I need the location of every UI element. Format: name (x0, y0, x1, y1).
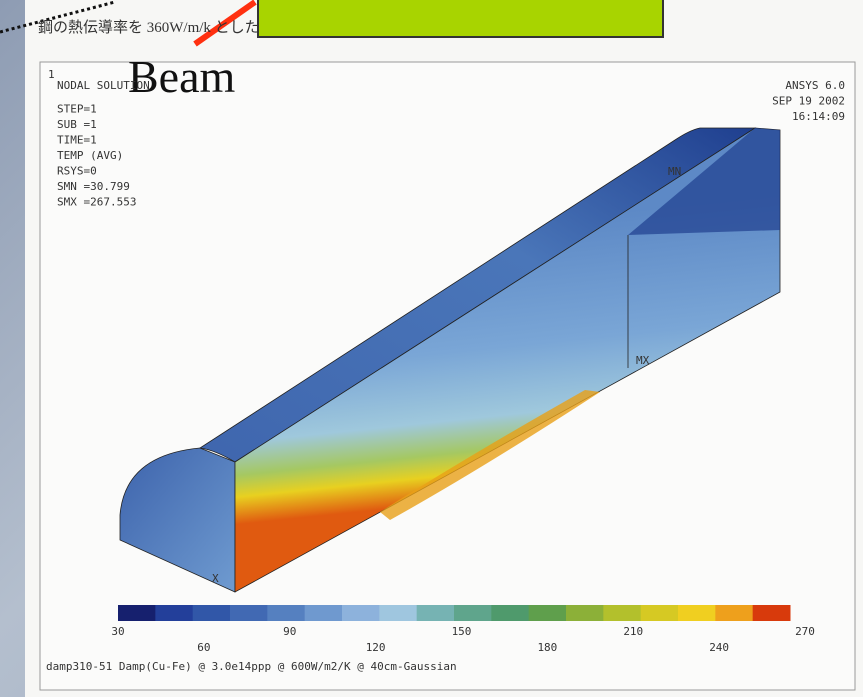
green-box (258, 0, 663, 37)
max-marker: MX (636, 354, 650, 367)
colorbar-swatch (715, 605, 753, 621)
info-line: SMX =267.553 (57, 196, 136, 209)
info-line: 16:14:09 (792, 110, 845, 123)
info-line: TIME=1 (57, 134, 97, 147)
axis-label: X (212, 572, 219, 585)
info-line: RSYS=0 (57, 165, 97, 178)
colorbar-swatch (230, 605, 268, 621)
info-line: SUB =1 (57, 118, 97, 131)
colorbar-swatch (305, 605, 343, 621)
colorbar-label: 150 (452, 625, 472, 638)
colorbar-label: 120 (366, 641, 386, 654)
info-line: STEP=1 (57, 103, 97, 116)
info-line: TEMP (AVG) (57, 149, 123, 162)
colorbar-swatch (678, 605, 716, 621)
colorbar-swatch (753, 605, 791, 621)
colorbar-swatch (267, 605, 305, 621)
colorbar-swatch (529, 605, 567, 621)
info-line: ANSYS 6.0 (785, 79, 845, 92)
colorbar-swatch (193, 605, 231, 621)
colorbar-label: 30 (111, 625, 124, 638)
colorbar-swatch (379, 605, 417, 621)
min-marker: MN (668, 165, 681, 178)
info-line: NODAL SOLUTION (57, 79, 150, 92)
colorbar-swatch (155, 605, 193, 621)
footer: damp310-51 Damp(Cu-Fe) @ 3.0e14ppp @ 600… (46, 660, 457, 673)
slide: 鋼の熱伝導率を 360W/m/k とした 1 Beam MN MX X damp… (0, 0, 863, 697)
colorbar-label: 90 (283, 625, 296, 638)
colorbar-swatch (454, 605, 492, 621)
callout: Beam (128, 51, 236, 102)
info-line: SEP 19 2002 (772, 95, 845, 108)
colorbar-swatch (491, 605, 529, 621)
info-line: SMN =30.799 (57, 180, 130, 193)
note: 鋼の熱伝導率を 360W/m/k とした (38, 19, 260, 36)
colorbar-label: 240 (709, 641, 729, 654)
colorbar-swatch (603, 605, 641, 621)
frame-number: 1 (48, 68, 55, 81)
colorbar-swatch (641, 605, 679, 621)
colorbar-swatch (417, 605, 455, 621)
colorbar-swatch (342, 605, 380, 621)
page: 鋼の熱伝導率を 360W/m/k とした 1 Beam MN MX X damp… (0, 0, 863, 697)
colorbar-label: 180 (537, 641, 557, 654)
colorbar-swatch (118, 605, 156, 621)
colorbar-label: 60 (197, 641, 210, 654)
colorbar-label: 210 (623, 625, 643, 638)
colorbar-swatch (566, 605, 604, 621)
colorbar-label: 270 (795, 625, 815, 638)
